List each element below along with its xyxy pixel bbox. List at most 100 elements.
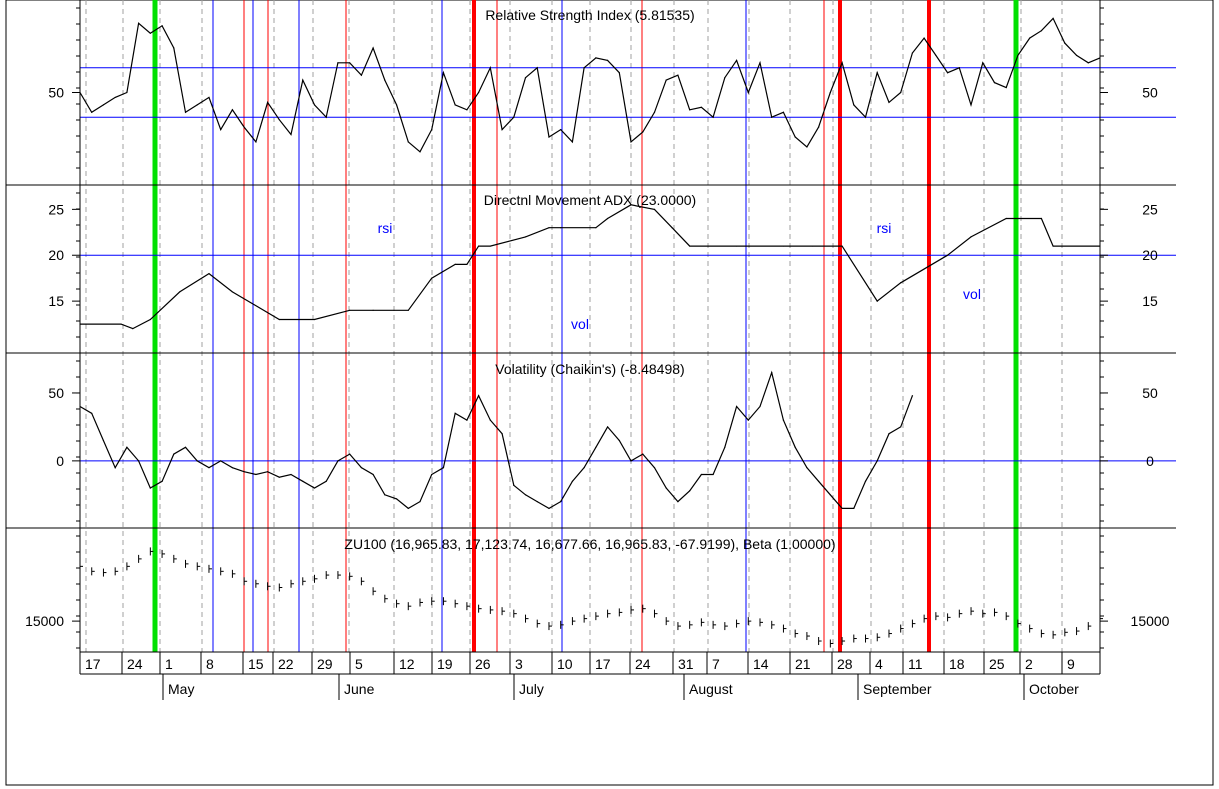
- series-point: [794, 136, 796, 138]
- panel-title: Volatility (Chaikin's) (-8.48498): [495, 361, 684, 377]
- x-tick-label: 22: [278, 656, 294, 672]
- x-tick-label: 25: [989, 656, 1005, 672]
- panel-title: Relative Strength Index (5.81535): [485, 7, 694, 23]
- series-point: [243, 471, 245, 473]
- series-point: [395, 104, 398, 106]
- month-label: July: [519, 681, 544, 697]
- x-tick-label: 3: [515, 656, 523, 672]
- x-tick-label: 18: [949, 656, 965, 672]
- series-point: [653, 467, 656, 469]
- series-point: [313, 318, 316, 321]
- series-point: [419, 151, 421, 153]
- x-tick-label: 7: [712, 656, 720, 672]
- series-point: [759, 405, 761, 408]
- x-tick-label: 28: [837, 656, 853, 672]
- series-point: [888, 101, 890, 103]
- series-point: [454, 412, 456, 414]
- annotation-label: vol: [571, 316, 589, 332]
- y-tick-label-left: 50: [48, 85, 64, 101]
- series-point: [149, 32, 151, 34]
- series-point: [325, 480, 327, 482]
- x-tick-label: 1: [165, 656, 173, 672]
- series-point: [231, 109, 234, 111]
- series-point: [313, 487, 316, 489]
- series-point: [536, 501, 538, 503]
- series-point: [606, 426, 609, 428]
- series-point: [677, 501, 679, 503]
- series-point: [161, 480, 163, 482]
- series-point: [900, 91, 902, 94]
- y-tick-label-left: 15000: [25, 613, 64, 629]
- series-point: [208, 467, 210, 469]
- series-point: [677, 74, 679, 76]
- series-point: [290, 473, 292, 476]
- series-point: [231, 291, 234, 293]
- x-tick-label: 8: [206, 656, 214, 672]
- y-tick-label-right: 50: [1142, 385, 1158, 401]
- series-point: [126, 91, 128, 94]
- series-point: [407, 141, 409, 143]
- series-point: [630, 204, 632, 206]
- series-point: [513, 116, 515, 118]
- series-point: [900, 282, 902, 284]
- series-point: [179, 291, 181, 293]
- series-point: [102, 104, 105, 106]
- series-point: [606, 59, 609, 61]
- series-point: [360, 467, 362, 469]
- series-point: [724, 446, 726, 448]
- series-point: [653, 208, 656, 210]
- series-point: [91, 412, 93, 414]
- series-point: [642, 131, 644, 133]
- series-point: [1005, 86, 1007, 89]
- series-point: [911, 395, 914, 397]
- series-point: [431, 128, 433, 131]
- series-point: [255, 473, 257, 476]
- y-tick-label-left: 15: [48, 293, 64, 309]
- series-point: [466, 263, 468, 266]
- series-point: [935, 54, 937, 57]
- series-point: [290, 133, 292, 136]
- series-point: [946, 72, 949, 74]
- series-point: [876, 72, 878, 74]
- series-point: [782, 419, 785, 421]
- series-point: [120, 323, 122, 325]
- series-point: [114, 467, 116, 469]
- series-point: [278, 119, 280, 121]
- series-point: [372, 47, 374, 49]
- series-point: [747, 91, 749, 94]
- series-point: [372, 309, 374, 311]
- series-point: [132, 328, 134, 330]
- series-point: [724, 77, 726, 79]
- series-point: [888, 433, 890, 435]
- series-point: [982, 62, 984, 64]
- series-point: [689, 109, 691, 111]
- series-point: [618, 439, 620, 442]
- series-point: [923, 37, 925, 39]
- series-point: [302, 79, 304, 81]
- series-point: [220, 128, 222, 131]
- x-tick-label: 17: [85, 656, 101, 672]
- series-point: [630, 141, 632, 143]
- month-label: October: [1029, 681, 1079, 697]
- series-point: [876, 460, 878, 462]
- series-point: [571, 480, 574, 482]
- x-tick-label: 17: [595, 656, 611, 672]
- x-tick-label: 26: [475, 656, 491, 672]
- series-point: [689, 490, 691, 492]
- series-point: [102, 439, 105, 442]
- label-layer: 50 50 Relative Strength Index (5.81535) 25 2…: [25, 7, 1170, 697]
- annotation-label: vol: [963, 286, 981, 302]
- series-point: [536, 67, 538, 69]
- series-point: [1040, 30, 1042, 32]
- series-point: [818, 126, 820, 128]
- series-point: [794, 446, 796, 448]
- panel-title: Directnl Movement ADX (23.0000): [484, 192, 696, 208]
- series-point: [689, 245, 691, 247]
- series-point: [478, 91, 480, 94]
- grid-layer: [85, 0, 1063, 652]
- series-point: [1064, 42, 1066, 44]
- series-point: [671, 227, 673, 229]
- y-tick-label-right: 50: [1142, 85, 1158, 101]
- series-point: [184, 446, 187, 448]
- series-layer: [79, 17, 1176, 648]
